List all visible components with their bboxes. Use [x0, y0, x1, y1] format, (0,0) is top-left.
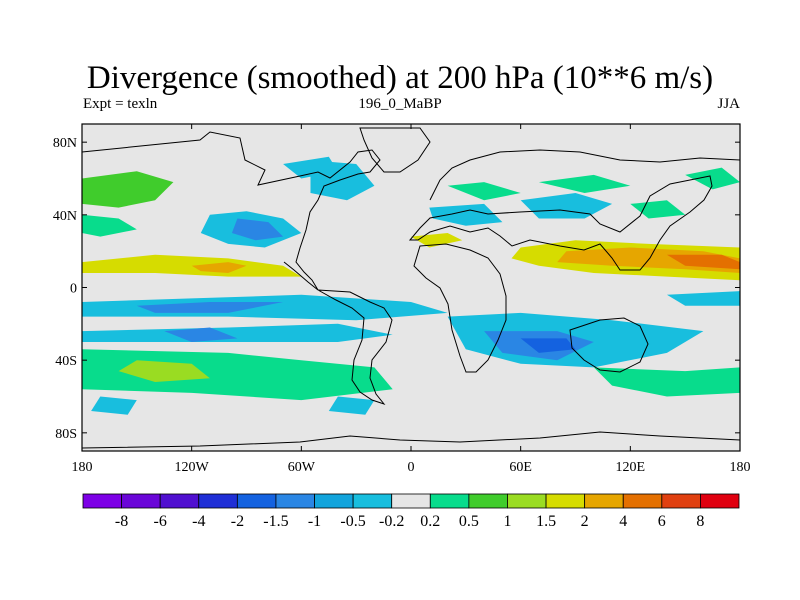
divergence-region-20 [82, 323, 393, 342]
colorbar-swatch [159, 493, 200, 509]
colorbar-level-label: 1 [504, 513, 512, 530]
coastline-north-america [82, 131, 381, 291]
divergence-region-0 [82, 254, 302, 277]
x-tick-label: 120E [616, 460, 646, 475]
divergence-region-24 [666, 291, 740, 306]
colorbar-swatch [468, 493, 508, 509]
coastline-greenland [359, 127, 431, 173]
x-tick-label: 180 [72, 460, 93, 475]
colorbar-level-label: -4 [192, 513, 205, 530]
y-tick-label: 40S [55, 354, 77, 369]
divergence-region-27 [593, 367, 740, 397]
colorbar-swatch [198, 493, 238, 509]
divergence-region-28 [91, 396, 137, 415]
divergence-region-19 [136, 302, 284, 313]
colorbar-level-label: -1 [308, 513, 321, 530]
colorbar-level-label: 0.2 [420, 513, 440, 530]
divergence-region-8 [447, 182, 521, 201]
divergence-region-18 [82, 294, 448, 321]
divergence-region-4 [666, 254, 740, 270]
colorbar-level-label: -0.5 [340, 513, 365, 530]
divergence-region-17 [429, 203, 503, 226]
x-tick-label: 120W [175, 460, 210, 475]
colorbar-level-label: -1.5 [263, 513, 288, 530]
colorbar-swatch [391, 493, 431, 509]
divergence-region-23 [520, 338, 576, 353]
colorbar-swatch [622, 493, 663, 509]
colorbar-level-label: 8 [696, 513, 704, 530]
y-tick-label: 40N [53, 209, 77, 224]
coastline-eurasia [408, 175, 713, 271]
colorbar-level-label: -8 [115, 513, 128, 530]
expt-label: Expt = texln [83, 96, 158, 112]
colorbar-level-label: 1.5 [536, 513, 556, 530]
colorbar-swatch [507, 493, 547, 509]
divergence-region-13 [231, 218, 284, 241]
x-tick-label: 60W [288, 460, 316, 475]
colorbar: -8 -6 -4 -2 -1.5 -1 -0.5 -0.2 0.2 0.5 1 1.5 2 4 6 8 [82, 493, 740, 530]
divergence-region-10 [630, 200, 686, 219]
divergence-region-16 [520, 193, 613, 219]
x-tick-label: 180 [730, 460, 751, 475]
divergence-region-7 [82, 214, 137, 237]
colorbar-swatch [82, 493, 122, 509]
y-tick-label: 0 [70, 282, 77, 297]
coastline-antarctica [82, 431, 740, 449]
colorbar-swatch [700, 493, 740, 509]
map-background [82, 124, 740, 451]
colorbar-level-label: 0.5 [459, 513, 479, 530]
divergence-region-29 [328, 396, 375, 415]
divergence-region-1 [191, 262, 247, 273]
colorbar-level-label: -6 [154, 513, 167, 530]
chart-title: Divergence (smoothed) at 200 hPa (10**6 … [86, 60, 714, 96]
colorbar-swatch [236, 493, 277, 509]
x-tick-label: 60E [509, 460, 532, 475]
divergence-region-11 [685, 167, 740, 190]
colorbar-swatch [314, 493, 354, 509]
divergence-region-15 [283, 156, 338, 179]
divergence-region-9 [538, 174, 631, 193]
colorbar-swatch [121, 493, 161, 509]
colorbar-level-label: 4 [619, 513, 627, 530]
run-label: 196_0_MaBP [358, 96, 442, 112]
coastline-africa [413, 243, 507, 373]
y-tick-label: 80N [53, 136, 77, 151]
divergence-region-26 [118, 360, 210, 382]
colorbar-level-label: 2 [581, 513, 589, 530]
colorbar-level-label: -0.2 [379, 513, 404, 530]
colorbar-swatch [352, 493, 393, 509]
colorbar-swatch [584, 493, 624, 509]
colorbar-swatch [661, 493, 701, 509]
colorbar-level-label: -2 [231, 513, 244, 530]
y-tick-label: 80S [55, 427, 77, 442]
season-label: JJA [717, 96, 740, 112]
divergence-region-6 [82, 171, 174, 208]
colorbar-level-label: 6 [658, 513, 666, 530]
divergence-region-30 [164, 327, 238, 342]
x-tick-label: 0 [408, 460, 415, 475]
colorbar-swatch [429, 493, 470, 509]
colorbar-swatch [275, 493, 315, 509]
coastline-australia [569, 317, 649, 373]
colorbar-swatch [545, 493, 586, 509]
coastline-south-america [317, 289, 393, 406]
coastline-europe-north [429, 149, 740, 201]
